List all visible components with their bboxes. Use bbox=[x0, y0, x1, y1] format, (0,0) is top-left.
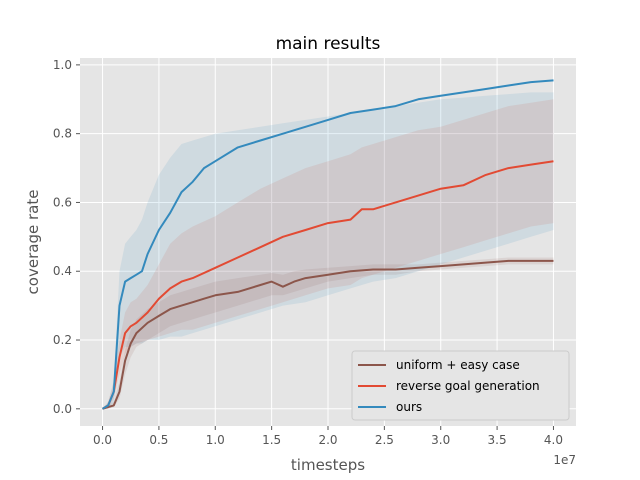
series-line-2 bbox=[101, 79, 554, 410]
y-tick-label: 0.4 bbox=[53, 264, 72, 278]
y-tick-label: 0.8 bbox=[53, 127, 72, 141]
x-tick-label: 4.0 bbox=[544, 433, 563, 447]
legend-box bbox=[351, 350, 570, 421]
y-tick-label: 0.6 bbox=[53, 195, 72, 209]
x-axis-label: timesteps bbox=[291, 456, 365, 474]
y-axis-ticks: 0.0 0.2 0.4 0.6 0.8 1.0 bbox=[53, 58, 80, 416]
x-tick-label: 0.5 bbox=[149, 433, 168, 447]
y-tick-label: 0.2 bbox=[53, 333, 72, 347]
series-line-0 bbox=[102, 259, 554, 410]
y-tick-label: 0.0 bbox=[53, 402, 72, 416]
x-tick-label: 0.0 bbox=[93, 433, 112, 447]
legend-label: ours bbox=[396, 400, 422, 414]
x-axis-ticks: 0.0 0.5 1.0 1.5 2.0 2.5 3.0 3.5 4.0 bbox=[93, 426, 563, 447]
confidence-band-2 bbox=[102, 92, 554, 409]
legend: uniform + easy case reverse goal generati… bbox=[351, 350, 570, 421]
legend-label: reverse goal generation bbox=[396, 379, 540, 393]
series-lines bbox=[101, 79, 554, 410]
x-tick-label: 3.5 bbox=[488, 433, 507, 447]
x-tick-label: 3.0 bbox=[431, 433, 450, 447]
confidence-band-1 bbox=[102, 99, 554, 409]
series-line-1 bbox=[101, 160, 554, 410]
y-tick-label: 1.0 bbox=[53, 58, 72, 72]
x-tick-label: 1.5 bbox=[262, 433, 281, 447]
y-axis-label: coverage rate bbox=[24, 190, 42, 295]
x-axis-offset-label: 1e7 bbox=[553, 453, 576, 467]
x-tick-label: 1.0 bbox=[206, 433, 225, 447]
chart-title: main results bbox=[276, 34, 381, 54]
legend-label: uniform + easy case bbox=[396, 358, 520, 372]
x-tick-label: 2.5 bbox=[375, 433, 394, 447]
x-tick-label: 2.0 bbox=[318, 433, 337, 447]
